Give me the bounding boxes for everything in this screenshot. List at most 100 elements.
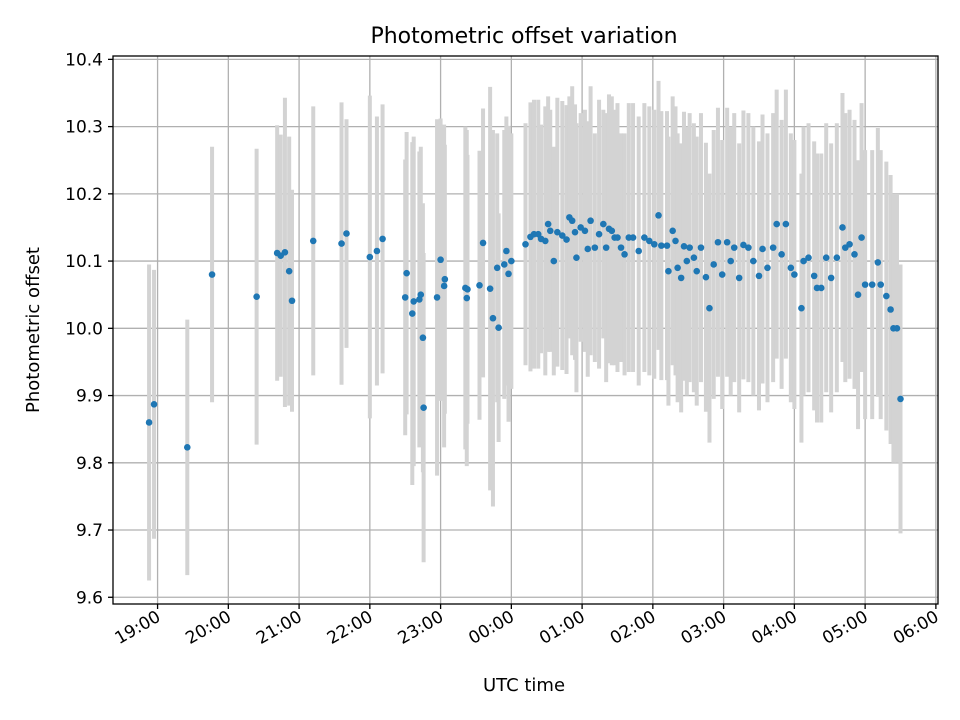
data-point [591,244,599,251]
data-point [730,244,738,251]
data-point [833,254,841,262]
data-point [740,241,747,249]
data-point [750,257,757,265]
data-point [440,282,448,290]
data-point [769,244,777,251]
data-point [655,212,662,219]
data-point [893,325,901,332]
error-bars [147,80,903,581]
x-tick-label: 01:00 [536,607,588,649]
x-tick-label: 23:00 [395,607,447,649]
data-point [672,237,679,245]
data-point [595,230,603,238]
data-point [403,269,410,277]
data-point [602,244,610,251]
data-point [718,271,726,278]
data-point [683,257,691,265]
data-point [145,419,153,426]
data-point [674,264,681,272]
data-point [861,281,869,288]
data-point [285,267,293,275]
data-point [669,227,676,235]
data-point [505,270,512,278]
data-point [702,273,710,281]
data-point [419,334,427,342]
x-tick-label: 06:00 [890,607,942,649]
data-point [805,254,812,262]
data-point [417,291,425,298]
y-tick-label: 10.3 [65,118,103,138]
data-point [822,254,830,262]
data-point [787,264,795,272]
data-point [646,237,653,245]
data-point [690,254,698,262]
data-point [433,294,441,301]
data-point [665,267,672,275]
y-axis-label: Photometric offset [23,247,44,413]
y-axis-ticks: 9.6 9.7 9.8 9.9 10.0 10.1 10.2 10.3 10.4 [65,50,113,608]
data-point [629,234,637,241]
data-point [546,227,554,235]
x-tick-label: 03:00 [678,607,730,649]
data-point [558,232,566,239]
data-point [581,227,589,235]
data-point [587,217,594,225]
y-tick-label: 10.2 [65,185,103,205]
data-point [874,259,882,266]
data-point [617,244,625,251]
data-point [401,294,409,301]
data-point [379,235,386,243]
data-point [568,217,576,225]
data-point [621,251,628,258]
x-tick-label: 19:00 [112,607,164,649]
data-point [759,245,766,253]
data-point [542,237,549,245]
data-point [410,298,418,305]
data-point [571,228,579,236]
data-point [714,238,722,246]
data-point [281,249,289,256]
data-point [309,237,317,245]
data-point [479,239,487,247]
data-point [798,304,805,312]
data-point [897,395,904,403]
data-point [614,234,621,241]
data-point [584,245,592,253]
data-point [563,236,570,243]
data-point [658,242,665,249]
data-point [650,240,658,248]
data-point [641,234,648,241]
data-point [755,272,763,280]
data-point [773,220,780,228]
data-point [727,257,734,265]
x-tick-label: 02:00 [607,607,659,649]
data-point [846,240,853,248]
data-point [887,306,894,313]
data-point [495,324,502,331]
data-point [693,267,701,275]
data-point [680,242,688,250]
data-point [800,257,807,265]
data-point [608,227,616,235]
data-point [782,220,790,228]
y-tick-label: 10.4 [65,50,103,70]
data-point [851,251,858,258]
y-tick-label: 9.7 [76,521,103,541]
data-point [817,284,825,292]
data-point [854,291,862,298]
x-tick-label: 00:00 [465,607,517,649]
x-axis-label: UTC time [483,675,565,696]
data-point [508,257,515,265]
data-point [338,240,345,247]
data-points [145,212,904,451]
y-tick-label: 9.6 [76,588,103,608]
data-point [183,444,191,451]
data-point [503,247,510,255]
x-tick-label: 22:00 [324,607,376,649]
data-point [686,244,693,251]
data-point [677,274,685,282]
y-tick-label: 9.9 [76,387,103,407]
data-point [437,256,444,264]
data-point [858,234,865,241]
